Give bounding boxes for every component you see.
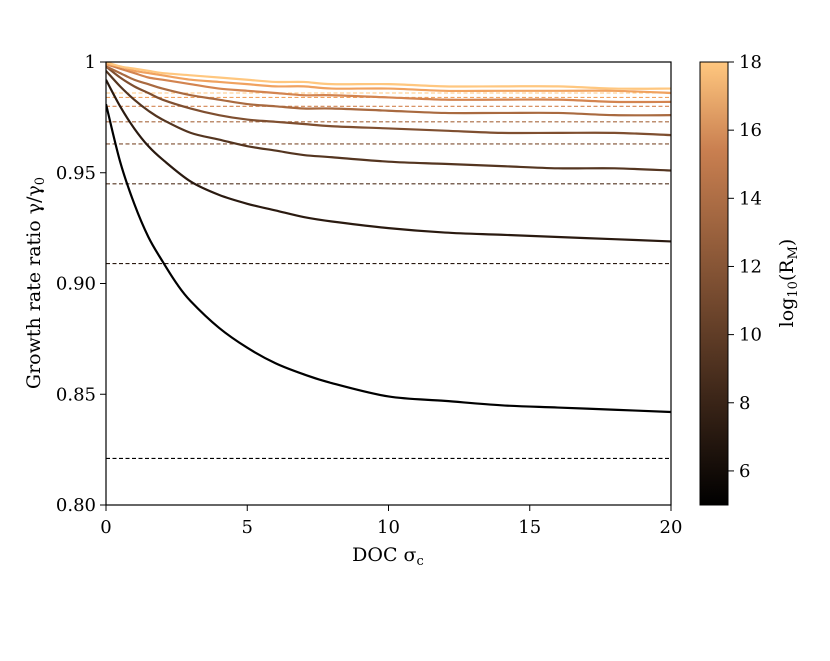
- y-tick-label: 0.95: [56, 163, 96, 184]
- series-line-4: [106, 65, 671, 117]
- y-tick-label: 0.90: [56, 274, 96, 295]
- colorbar: [699, 61, 729, 506]
- colorbar-tick-label: 6: [739, 461, 750, 482]
- x-axis-label: DOC σc: [352, 544, 424, 569]
- x-tick-label: 5: [242, 517, 253, 538]
- colorbar-tick-label: 18: [739, 52, 762, 73]
- series-lines: [106, 62, 671, 414]
- x-tick-label: 15: [518, 517, 541, 538]
- series-line-6: [106, 63, 671, 95]
- series-line-3: [106, 65, 671, 137]
- x-tick-label: 20: [660, 517, 683, 538]
- y-axis-label: Growth rate ratio γ/γ0: [23, 177, 48, 389]
- y-tick-label: 1: [85, 52, 96, 73]
- series-line-5: [106, 63, 671, 104]
- colorbar-axis: 6 8 10 12 14 16 18: [728, 52, 762, 482]
- colorbar-tick-label: 16: [739, 120, 762, 141]
- x-tick-label: 10: [377, 517, 400, 538]
- series-line-1: [106, 79, 671, 243]
- y-axis: 0.80 0.85 0.90 0.95 1: [56, 52, 106, 516]
- colorbar-label: log10(RM): [776, 239, 801, 328]
- asymptote-lines: [106, 92, 671, 460]
- x-tick-label: 0: [100, 517, 111, 538]
- colorbar-tick-label: 14: [739, 188, 762, 209]
- series-line-0: [106, 103, 671, 414]
- colorbar-tick-label: 8: [739, 393, 750, 414]
- y-tick-label: 0.80: [56, 495, 96, 516]
- series-line-2: [106, 70, 671, 172]
- colorbar-tick-label: 12: [739, 256, 762, 277]
- series-line-7: [106, 62, 671, 90]
- x-axis: 0 5 10 15 20: [100, 505, 682, 538]
- y-tick-label: 0.85: [56, 384, 96, 405]
- colorbar-tick-label: 10: [739, 325, 762, 346]
